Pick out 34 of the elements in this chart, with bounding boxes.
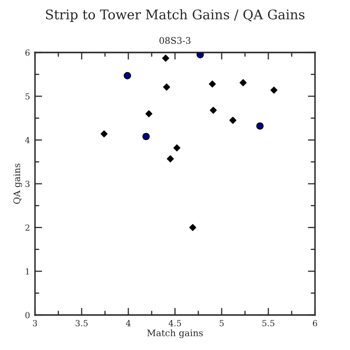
point: [173, 144, 180, 152]
point: [208, 80, 216, 88]
y-axis-title: QA gains: [13, 164, 22, 204]
y-tick-label: 3: [25, 180, 30, 188]
y-tick-label: 5: [26, 93, 30, 100]
x-tick-label: 5: [220, 320, 224, 326]
point: [142, 132, 150, 140]
point: [100, 130, 108, 138]
point: [270, 86, 278, 94]
y-tick-label: 0: [25, 312, 30, 318]
y-tick-label: 1: [26, 268, 29, 274]
x-tick-label: 3: [32, 320, 38, 326]
point: [163, 84, 170, 91]
point: [124, 72, 132, 80]
x-tick-label: 6: [312, 320, 318, 326]
chart-title: Strip to Tower Match Gains / QA Gains: [46, 9, 304, 22]
x-tick-label: 4.5: [168, 320, 181, 326]
point: [145, 110, 152, 118]
point: [162, 54, 170, 62]
point: [166, 155, 174, 162]
x-tick-label: 4: [126, 320, 131, 326]
y-tick-label: 4: [25, 136, 30, 144]
x-axis-title: Match gains: [147, 329, 203, 338]
y-tick-label: 6: [25, 49, 30, 56]
chart-subtitle: 08S3-3: [159, 37, 190, 44]
point: [229, 116, 236, 124]
y-tick-label: 2: [25, 224, 30, 231]
point: [240, 79, 247, 86]
point: [189, 224, 196, 232]
x-tick-label: 5.5: [262, 320, 274, 326]
point: [256, 122, 264, 130]
point: [196, 52, 204, 58]
x-tick-label: 3.5: [76, 320, 88, 326]
point: [210, 106, 217, 114]
